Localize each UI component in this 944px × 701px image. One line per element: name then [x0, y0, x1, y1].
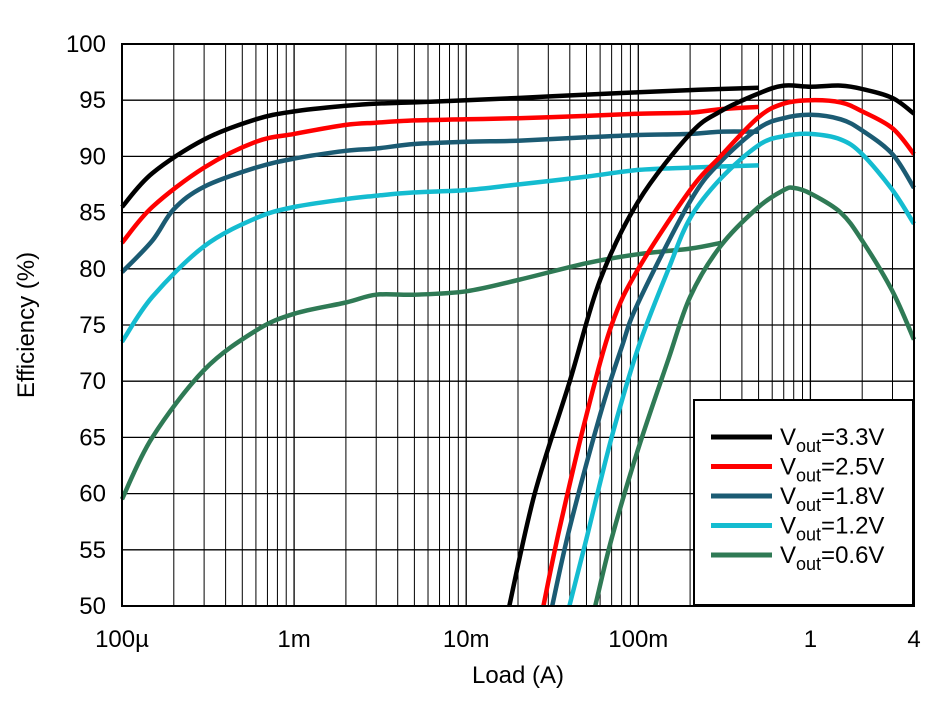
- x-tick-label: 1m: [277, 626, 310, 653]
- legend-entry: Vout=3.3V: [780, 424, 884, 456]
- series-lines: [119, 83, 917, 607]
- series-line-18V-pwm: [550, 112, 916, 607]
- plot-frame: [121, 43, 915, 607]
- y-tick-label: 95: [79, 87, 106, 114]
- series-line-06V-light: [119, 240, 721, 501]
- legend-entry: Vout=1.8V: [780, 483, 884, 515]
- y-tick-label: 65: [79, 424, 106, 451]
- series-line-33V-pwm: [507, 83, 916, 607]
- y-tick-label: 85: [79, 200, 106, 227]
- x-tick-label: 1: [804, 626, 817, 653]
- series-line-33V-light: [120, 85, 759, 209]
- y-tick-labels: 50 55 60 65 70 75 80 85 90 95 100: [66, 31, 106, 620]
- y-tick-label: 90: [79, 143, 106, 170]
- x-tick-labels: 100µ 1m 10m 100m 1 4: [95, 626, 921, 653]
- x-tick-label: 10m: [443, 626, 490, 653]
- y-tick-label: 80: [79, 256, 106, 283]
- y-tick-label: 50: [79, 593, 106, 620]
- x-tick-label: 100m: [608, 626, 668, 653]
- x-axis-title: Load (A): [472, 662, 564, 689]
- series-line-06V-pwm: [593, 185, 917, 607]
- legend: Vout=3.3VVout=2.5VVout=1.8VVout=1.2VVout…: [693, 399, 914, 606]
- y-tick-label: 70: [79, 368, 106, 395]
- legend-entry: Vout=1.2V: [780, 513, 884, 545]
- series-line-12V-pwm: [567, 131, 916, 607]
- series-line-25V-light: [120, 104, 759, 245]
- y-axis-title: Efficiency (%): [13, 252, 40, 398]
- x-tick-label: 100µ: [95, 626, 149, 653]
- x-tick-label: 4: [907, 626, 920, 653]
- y-tick-label: 55: [79, 537, 106, 564]
- y-tick-label: 60: [79, 481, 106, 508]
- series-line-12V-light: [120, 163, 759, 344]
- y-tick-label: 75: [79, 312, 106, 339]
- series-line-18V-light: [120, 129, 759, 274]
- legend-entry: Vout=2.5V: [780, 454, 884, 486]
- legend-box: [693, 399, 914, 606]
- legend-entry: Vout=0.6V: [780, 542, 884, 574]
- series-line-25V-pwm: [541, 97, 916, 607]
- y-tick-label: 100: [66, 31, 106, 58]
